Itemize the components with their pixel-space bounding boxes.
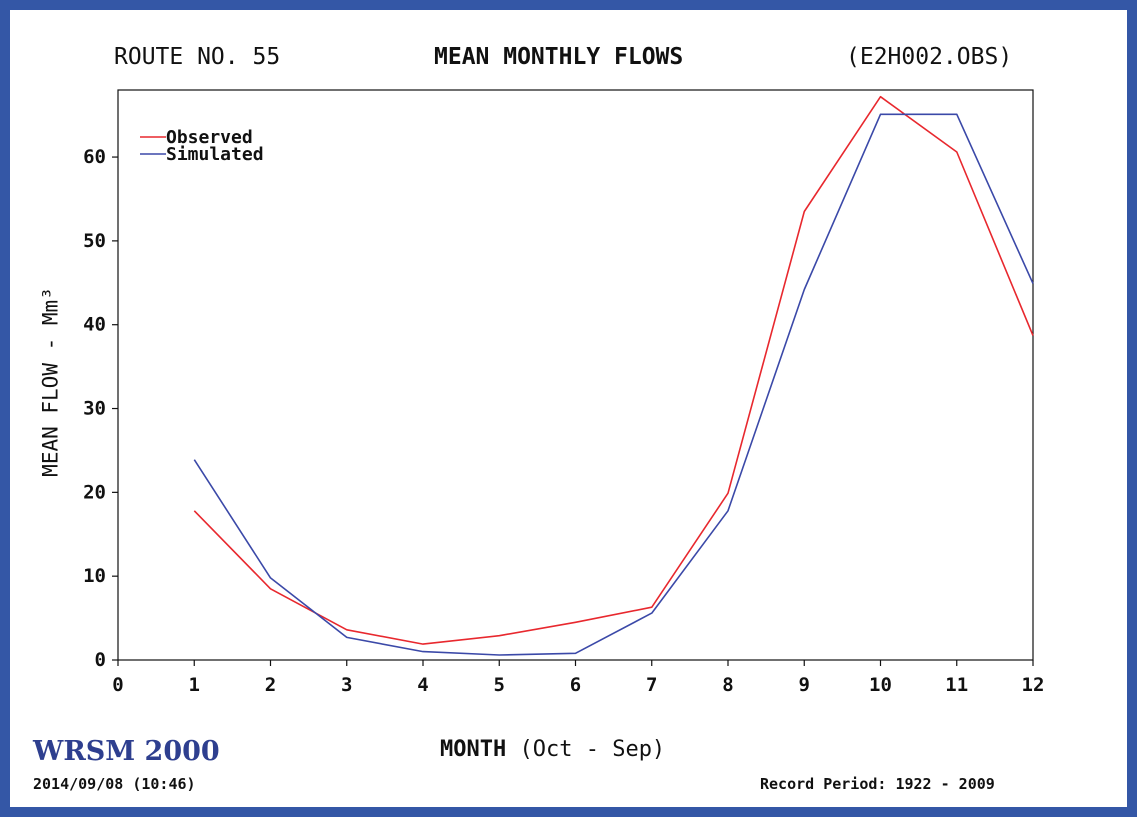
route-label: ROUTE NO. 55 [114,44,281,70]
x-tick-label: 9 [799,674,810,696]
x-axis-label: MONTH (Oct - Sep) [440,739,665,761]
legend-label-simulated: Simulated [166,144,264,165]
y-tick-label: 50 [83,230,106,252]
y-tick-label: 60 [83,146,106,168]
y-tick-label: 10 [83,565,106,587]
plot-area-border [117,89,1034,661]
x-tick-label: 7 [646,674,657,696]
y-tick-label: 0 [95,649,106,671]
x-tick-label: 1 [189,674,200,696]
chart-title: MEAN MONTHLY FLOWS [434,44,684,70]
x-tick-label: 2 [265,674,276,696]
observation-file-label: (E2H002.OBS) [846,44,1013,70]
y-tick-label: 30 [83,398,106,420]
x-tick-label: 11 [945,674,968,696]
x-tick-label: 10 [869,674,892,696]
x-tick-label: 8 [722,674,733,696]
y-tick-label: 20 [83,481,106,503]
x-tick-label: 0 [112,674,123,696]
x-tick-label: 5 [494,674,505,696]
x-tick-label: 12 [1022,674,1045,696]
x-axis-label-sub: (Oct - Sep) [519,737,666,762]
software-label: WRSM 2000 [33,736,220,767]
x-tick-label: 6 [570,674,581,696]
x-tick-label: 4 [417,674,428,696]
series-line-simulated [193,113,1034,656]
x-axis-label-main: MONTH [440,737,507,762]
record-period: Record Period: 1922 - 2009 [760,775,995,793]
y-axis-label: MEAN FLOW - Mm³ [38,287,63,477]
x-tick-label: 3 [341,674,352,696]
series-layer [193,95,1034,656]
y-tick-label: 40 [83,314,106,336]
legend-label-observed: Observed [166,127,253,148]
series-line-observed [193,95,1034,645]
timestamp: 2014/09/08 (10:46) [33,775,196,793]
